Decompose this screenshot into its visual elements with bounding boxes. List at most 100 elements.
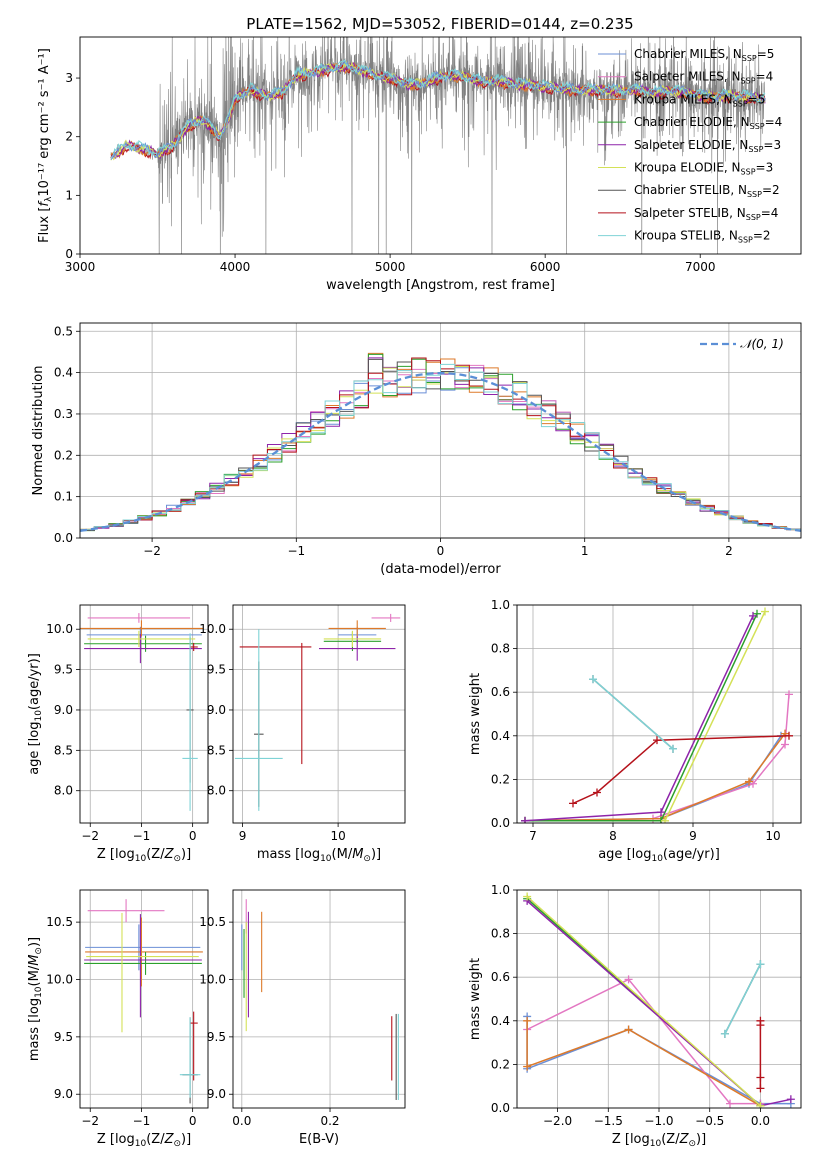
weights-marker bbox=[593, 788, 601, 797]
mass_vs_ebv-xlabel: E(B-V) bbox=[299, 1132, 339, 1147]
errorbar-salpeter_stelib bbox=[189, 642, 198, 652]
weights-line bbox=[526, 1020, 761, 1107]
legend-entry: 𝒩(0, 1) bbox=[740, 337, 784, 351]
legend-entry: Salpeter STELIB, NSSP=4 bbox=[634, 206, 778, 222]
spectrum-xlabel: wavelength [Angstrom, rest frame] bbox=[326, 278, 555, 293]
weights-line bbox=[592, 678, 674, 750]
age_vs_Z-ytick-label: 8.0 bbox=[54, 784, 73, 798]
massweight_vs_age-ytick-label: 0.8 bbox=[491, 642, 510, 656]
weights-marker bbox=[624, 1025, 633, 1034]
mass_vs_Z-frame bbox=[79, 889, 209, 1109]
normal-curve bbox=[80, 371, 801, 532]
massweight_vs_Z-ytick-label: 0.4 bbox=[491, 1014, 510, 1028]
age_vs_Z-plot-area bbox=[80, 613, 203, 811]
massweight_vs_age-panel: 7 8 9 10 0.0 0.2 0.4 0.6 0.8 1.0 age [log10​(age/y… bbox=[468, 598, 802, 864]
mass_vs_ebv-ytick-label: 10.0 bbox=[199, 972, 226, 986]
spectrum-xtick-label: 4000 bbox=[220, 260, 251, 274]
spectrum-ytick-label: 1 bbox=[65, 188, 73, 202]
errorbar-salpeter_stelib bbox=[189, 1011, 198, 1081]
massweight_vs_age-xtick-label: 10 bbox=[765, 829, 780, 843]
errorbar-kroupa_stelib bbox=[234, 629, 283, 811]
mass_vs_ebv-panel: 0.0 0.2 9.0 9.5 10.0 10.5 E(B-V) bbox=[199, 889, 406, 1147]
legend-entry: Chabrier MILES, NSSP=5 bbox=[634, 47, 774, 63]
legend-entry: Salpeter ELODIE, NSSP=3 bbox=[634, 138, 781, 154]
weights-marker bbox=[589, 675, 597, 684]
mass_vs_ebv-ytick-label: 10.5 bbox=[199, 915, 226, 929]
residuals-xlabel: (data-model)/error bbox=[380, 562, 501, 577]
weights-marker bbox=[785, 731, 793, 740]
errorbar-chabrier_elodie bbox=[84, 951, 202, 975]
legend-entry: Kroupa MILES, NSSP=5 bbox=[634, 92, 765, 108]
age_vs_Z-ytick-label: 8.5 bbox=[54, 743, 73, 757]
spectrum-panel: 3000 4000 5000 6000 7000 0 1 2 3 wavelength [Angs… bbox=[37, 36, 802, 293]
mass_vs_Z-ytick-label: 9.5 bbox=[54, 1030, 73, 1044]
massweight_vs_Z-ylabel: mass weight bbox=[468, 958, 483, 1040]
residuals-ytick-label: 0.0 bbox=[54, 531, 73, 545]
weights-marker bbox=[720, 1029, 729, 1038]
residuals-ytick-label: 0.4 bbox=[54, 366, 73, 380]
massweight_vs_Z-xtick-label: −2.0 bbox=[543, 1114, 572, 1128]
massweight_vs_Z-ytick-label: 1.0 bbox=[491, 883, 510, 897]
weights-marker bbox=[745, 777, 753, 786]
massweight_vs_Z-xtick-label: −1.0 bbox=[644, 1114, 673, 1128]
spectrum-frame bbox=[79, 36, 802, 255]
residuals-ytick-label: 0.5 bbox=[54, 324, 73, 338]
weights-marker bbox=[657, 808, 665, 817]
figure-title: PLATE=1562, MJD=53052, FIBERID=0144, z=0… bbox=[246, 15, 633, 33]
errorbar-salpeter_stelib bbox=[239, 642, 312, 765]
age_vs_mass-ytick-label: 10.0 bbox=[199, 622, 226, 636]
massweight_vs_Z-xtick-label: −0.5 bbox=[695, 1114, 724, 1128]
age_vs_Z-panel: −2 −1 0 8.0 8.5 9.0 9.5 10.0 Z [log10​(Z/Z⊙​)] ag… bbox=[27, 604, 209, 864]
errorbar-kroupa_stelib bbox=[179, 1017, 201, 1098]
age_vs_Z-ytick-label: 9.0 bbox=[54, 703, 73, 717]
weights-marker bbox=[523, 892, 532, 901]
errorbar-chabrier_miles bbox=[85, 924, 201, 971]
residuals-xtick-label: 2 bbox=[725, 544, 733, 558]
weights-marker bbox=[756, 960, 765, 969]
weights-kroupa_miles bbox=[521, 729, 789, 823]
spectrum-ytick-label: 0 bbox=[65, 247, 73, 261]
mass_vs_ebv-ytick-label: 9.5 bbox=[207, 1030, 226, 1044]
mass_vs_ebv-xtick-label: 0.2 bbox=[320, 1114, 339, 1128]
errorbar-salpeter_miles bbox=[87, 613, 191, 623]
weights-line bbox=[524, 735, 782, 822]
spectrum-xtick-label: 6000 bbox=[530, 260, 561, 274]
residuals-panel: −2 −1 0 1 2 0.0 0.1 0.2 0.3 0.4 0.5 (data-model)/er… bbox=[31, 322, 802, 577]
legend-entry: Chabrier ELODIE, NSSP=4 bbox=[634, 115, 782, 131]
age_vs_mass-ytick-label: 9.0 bbox=[207, 703, 226, 717]
massweight_vs_Z-plot-area bbox=[523, 892, 795, 1108]
weights-chabrier_miles bbox=[521, 731, 785, 823]
errorbar-chabrier_elodie bbox=[84, 635, 202, 652]
errorbar-kroupa_miles bbox=[80, 620, 203, 637]
residuals-ytick-label: 0.3 bbox=[54, 407, 73, 421]
legend-entry: Kroupa ELODIE, NSSP=3 bbox=[634, 161, 773, 177]
errorbar-kroupa_elodie bbox=[323, 630, 382, 647]
model-spectrum-kroupa_stelib bbox=[110, 59, 766, 160]
massweight_vs_Z-ytick-label: 0.6 bbox=[491, 970, 510, 984]
age_vs_mass-ytick-label: 9.5 bbox=[207, 663, 226, 677]
mass_vs_Z-ylabel: mass [log10​(M/M⊙​)] bbox=[27, 937, 44, 1061]
residuals-ytick-label: 0.1 bbox=[54, 490, 73, 504]
mass_vs_Z-xtick-label: −1 bbox=[133, 1114, 151, 1128]
residuals-xtick-label: 0 bbox=[437, 544, 445, 558]
weights-line bbox=[724, 963, 762, 1035]
age_vs_Z-xlabel: Z [log10​(Z/Z⊙​)] bbox=[97, 847, 191, 864]
age_vs_mass-panel: 9 10 8.0 8.5 9.0 9.5 10.0 mass [log10​(M/M⊙​)] bbox=[199, 604, 406, 864]
weights-marker bbox=[521, 816, 529, 823]
age_vs_Z-ytick-label: 10.0 bbox=[46, 622, 73, 636]
spectrum-xtick-label: 5000 bbox=[375, 260, 406, 274]
weights-marker bbox=[624, 975, 633, 984]
residuals-xtick-label: 1 bbox=[581, 544, 589, 558]
age_vs_Z-xtick-label: 0 bbox=[189, 829, 197, 843]
residuals-ylabel: Normed distribution bbox=[31, 366, 46, 496]
massweight_vs_Z-ytick-label: 0.0 bbox=[491, 1101, 510, 1115]
spectrum-ytick-label: 2 bbox=[65, 130, 73, 144]
massweight_vs_age-ylabel: mass weight bbox=[468, 673, 483, 755]
residuals-xtick-label: −1 bbox=[287, 544, 305, 558]
weights-kroupa_elodie bbox=[523, 892, 765, 1108]
mass_vs_Z-ytick-label: 10.5 bbox=[46, 915, 73, 929]
errorbar-salpeter_miles bbox=[371, 613, 401, 622]
residuals-plot-area bbox=[80, 352, 801, 532]
massweight_vs_age-xtick-label: 7 bbox=[529, 829, 537, 843]
